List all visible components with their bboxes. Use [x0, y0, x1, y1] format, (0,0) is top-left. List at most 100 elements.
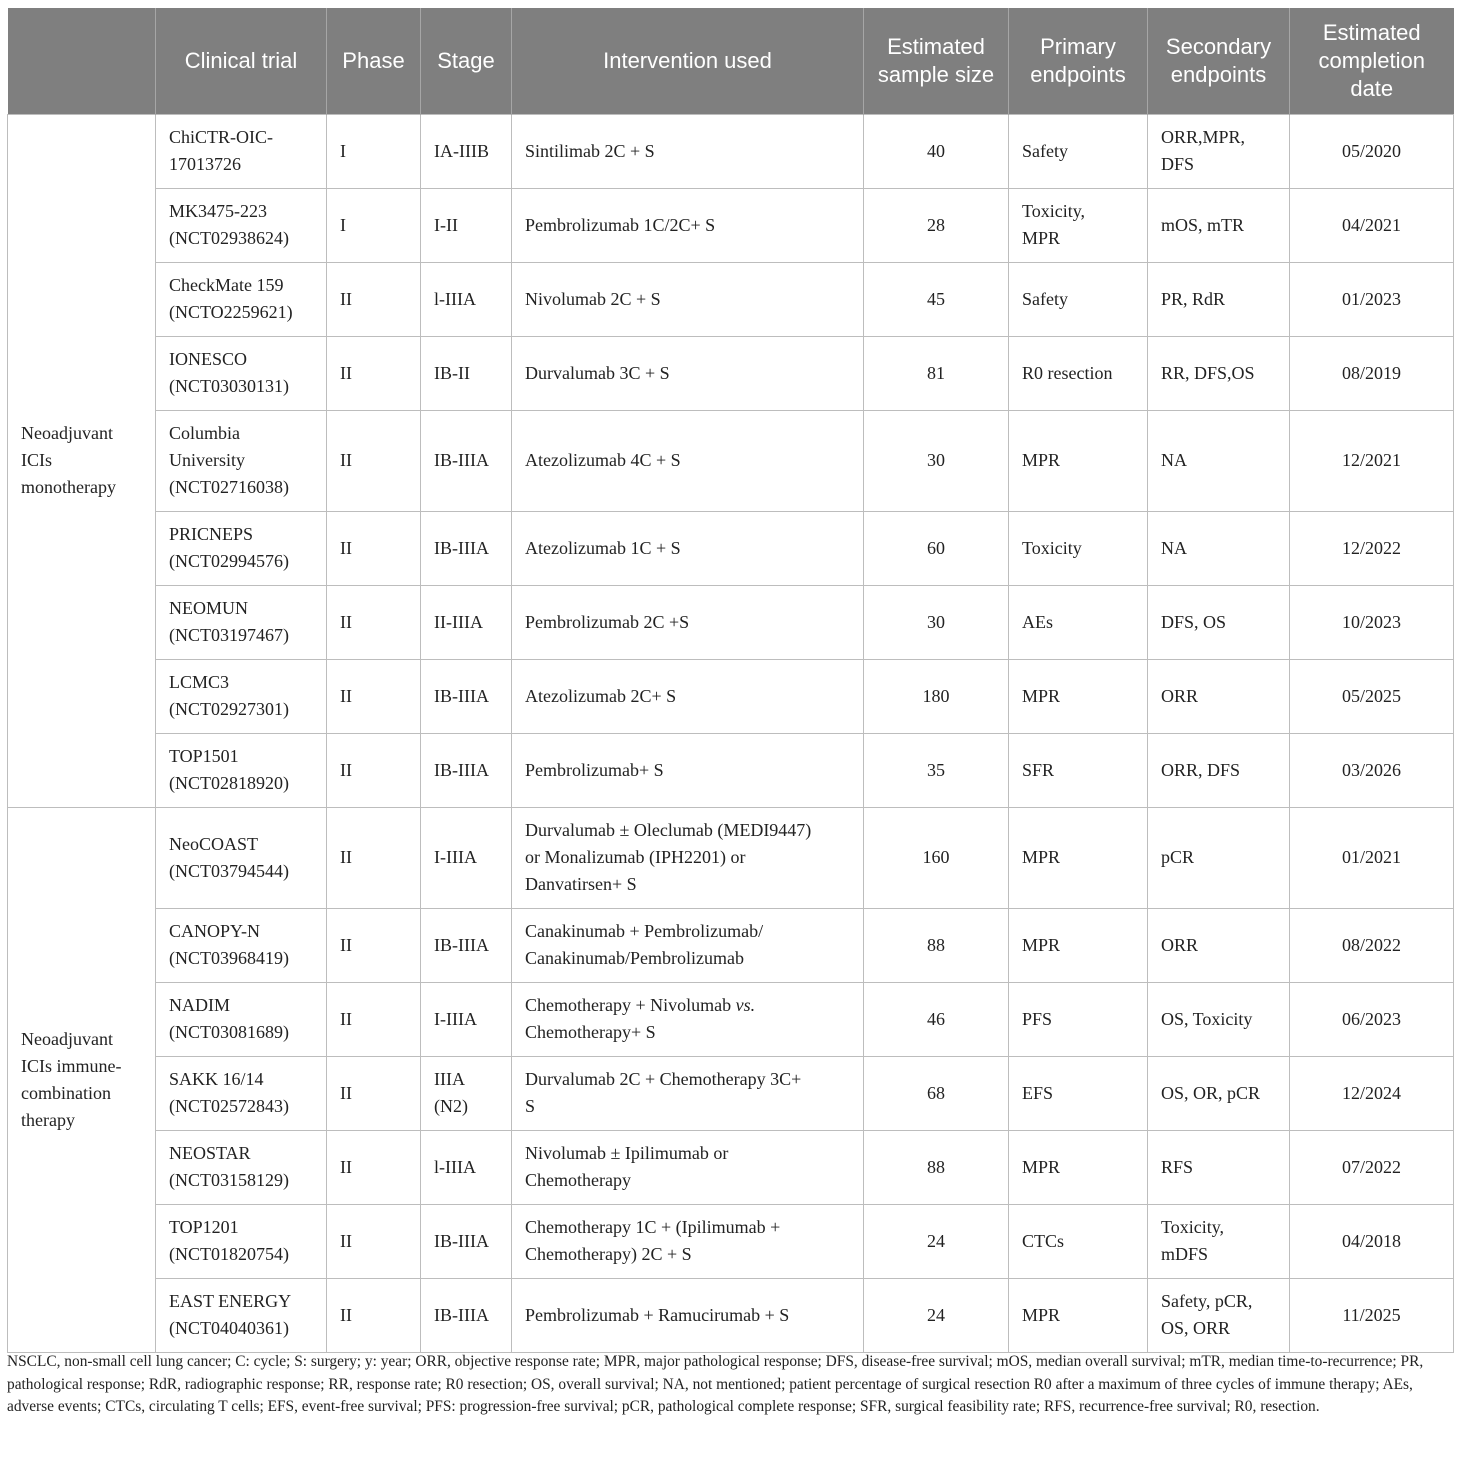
sample-size-cell: 40 — [863, 113, 1009, 189]
stage-cell: I-IIIA — [420, 806, 512, 909]
intervention-cell: Nivolumab 2C + S — [511, 261, 864, 337]
table-row: SAKK 16/14 (NCT02572843) II IIIA (N2) Durva… — [8, 1055, 1454, 1131]
intervention-cell: Pembrolizumab + Ramucirumab + S — [511, 1277, 864, 1353]
intervention-cell: Atezolizumab 1C + S — [511, 510, 864, 586]
table-footnote: NSCLC, non-small cell lung cancer; C: cy… — [7, 1353, 1424, 1415]
completion-date-cell: 08/2022 — [1289, 907, 1454, 983]
intervention-cell: Nivolumab ± Ipilimumab or Chemotherapy — [511, 1129, 864, 1205]
phase-cell: II — [326, 907, 421, 983]
completion-date-cell: 03/2026 — [1289, 732, 1454, 808]
intervention-cell: Sintilimab 2C + S — [511, 113, 864, 189]
intervention-cell: Atezolizumab 4C + S — [511, 409, 864, 512]
secondary-endpoints-cell: ORR, DFS — [1147, 732, 1290, 808]
completion-date-cell: 07/2022 — [1289, 1129, 1454, 1205]
primary-endpoints-cell: Toxicity, MPR — [1008, 187, 1148, 263]
completion-date-cell: 05/2025 — [1289, 658, 1454, 734]
header-stage: Stage — [420, 8, 512, 114]
secondary-endpoints-cell: Safety, pCR, OS, ORR — [1147, 1277, 1290, 1353]
secondary-endpoints-cell: OS, Toxicity — [1147, 981, 1290, 1057]
secondary-endpoints-cell: RFS — [1147, 1129, 1290, 1205]
stage-cell: l-IIIA — [420, 1129, 512, 1205]
trial-name-cell: Columbia University (NCT02716038) — [155, 409, 327, 512]
header-intervention: Intervention used — [511, 8, 864, 114]
phase-cell: II — [326, 1129, 421, 1205]
intervention-cell: Chemotherapy 1C + (Ipilimumab + Chemothe… — [511, 1203, 864, 1279]
sample-size-cell: 88 — [863, 907, 1009, 983]
header-sample-size: Estimated sample size — [863, 8, 1009, 114]
trial-name-cell: TOP1201 (NCT01820754) — [155, 1203, 327, 1279]
table-row: Columbia University (NCT02716038) II IB-II… — [8, 409, 1454, 512]
phase-cell: II — [326, 409, 421, 512]
primary-endpoints-cell: MPR — [1008, 1277, 1148, 1353]
secondary-endpoints-cell: NA — [1147, 510, 1290, 586]
completion-date-cell: 11/2025 — [1289, 1277, 1454, 1353]
header-secondary-endpoints: Secondary endpoints — [1147, 8, 1290, 114]
secondary-endpoints-cell: pCR — [1147, 806, 1290, 909]
stage-cell: IA-IIIB — [420, 113, 512, 189]
table-row: IONESCO (NCT03030131) II IB-II Durvalumab 3… — [8, 335, 1454, 411]
completion-date-cell: 08/2019 — [1289, 335, 1454, 411]
trial-name-cell: CheckMate 159 (NCTO2259621) — [155, 261, 327, 337]
secondary-endpoints-cell: NA — [1147, 409, 1290, 512]
stage-cell: IB-II — [420, 335, 512, 411]
primary-endpoints-cell: MPR — [1008, 907, 1148, 983]
intervention-cell: Durvalumab ± Oleclumab (MEDI9447) or Mon… — [511, 806, 864, 909]
sample-size-cell: 35 — [863, 732, 1009, 808]
intervention-cell: Pembrolizumab 2C +S — [511, 584, 864, 660]
trial-name-cell: EAST ENERGY (NCT04040361) — [155, 1277, 327, 1353]
completion-date-cell: 10/2023 — [1289, 584, 1454, 660]
secondary-endpoints-cell: DFS, OS — [1147, 584, 1290, 660]
secondary-endpoints-cell: Toxicity, mDFS — [1147, 1203, 1290, 1279]
primary-endpoints-cell: AEs — [1008, 584, 1148, 660]
sample-size-cell: 30 — [863, 409, 1009, 512]
completion-date-cell: 01/2021 — [1289, 806, 1454, 909]
primary-endpoints-cell: MPR — [1008, 409, 1148, 512]
primary-endpoints-cell: R0 resection — [1008, 335, 1148, 411]
primary-endpoints-cell: MPR — [1008, 806, 1148, 909]
table-row: Neoadjuvant ICIs monotherapy ChiCTR-OIC- … — [7, 113, 1454, 808]
primary-endpoints-cell: MPR — [1008, 658, 1148, 734]
secondary-endpoints-cell: PR, RdR — [1147, 261, 1290, 337]
secondary-endpoints-cell: RR, DFS,OS — [1147, 335, 1290, 411]
intervention-cell: Durvalumab 3C + S — [511, 335, 864, 411]
phase-cell: II — [326, 584, 421, 660]
trials-table: Clinical trial Phase Stage Intervention … — [7, 8, 1454, 1353]
completion-date-cell: 12/2022 — [1289, 510, 1454, 586]
sample-size-cell: 60 — [863, 510, 1009, 586]
table-row: CANOPY-N (NCT03968419) II IB-IIIA Canakinum… — [8, 907, 1454, 983]
phase-cell: II — [326, 335, 421, 411]
header-phase: Phase — [326, 8, 421, 114]
secondary-endpoints-cell: OS, OR, pCR — [1147, 1055, 1290, 1131]
table-row: EAST ENERGY (NCT04040361) II IB-IIIA Pembro… — [8, 1277, 1454, 1353]
trial-name-cell: NEOMUN (NCT03197467) — [155, 584, 327, 660]
secondary-endpoints-cell: ORR — [1147, 658, 1290, 734]
secondary-endpoints-cell: ORR,MPR, DFS — [1147, 113, 1290, 189]
stage-cell: I-IIIA — [420, 981, 512, 1057]
primary-endpoints-cell: Safety — [1008, 261, 1148, 337]
trial-name-cell: PRICNEPS (NCT02994576) — [155, 510, 327, 586]
header-row: Clinical trial Phase Stage Intervention … — [7, 8, 1454, 114]
trial-name-cell: LCMC3 (NCT02927301) — [155, 658, 327, 734]
trial-name-cell: TOP1501 (NCT02818920) — [155, 732, 327, 808]
sample-size-cell: 68 — [863, 1055, 1009, 1131]
primary-endpoints-cell: MPR — [1008, 1129, 1148, 1205]
table-row: LCMC3 (NCT02927301) II IB-IIIA Atezolizumab… — [8, 658, 1454, 734]
stage-cell: IIIA (N2) — [420, 1055, 512, 1131]
primary-endpoints-cell: Toxicity — [1008, 510, 1148, 586]
phase-cell: II — [326, 510, 421, 586]
sample-size-cell: 24 — [863, 1277, 1009, 1353]
stage-cell: IB-IIIA — [420, 1203, 512, 1279]
phase-cell: II — [326, 732, 421, 808]
table-row: MK3475-223 (NCT02938624) I I-II Pembrolizum… — [8, 187, 1454, 263]
trial-name-cell: IONESCO (NCT03030131) — [155, 335, 327, 411]
stage-cell: IB-IIIA — [420, 1277, 512, 1353]
stage-cell: I-II — [420, 187, 512, 263]
completion-date-cell: 05/2020 — [1289, 113, 1454, 189]
primary-endpoints-cell: Safety — [1008, 113, 1148, 189]
sample-size-cell: 28 — [863, 187, 1009, 263]
phase-cell: II — [326, 261, 421, 337]
primary-endpoints-cell: PFS — [1008, 981, 1148, 1057]
primary-endpoints-cell: EFS — [1008, 1055, 1148, 1131]
phase-cell: II — [326, 981, 421, 1057]
phase-cell: I — [326, 187, 421, 263]
